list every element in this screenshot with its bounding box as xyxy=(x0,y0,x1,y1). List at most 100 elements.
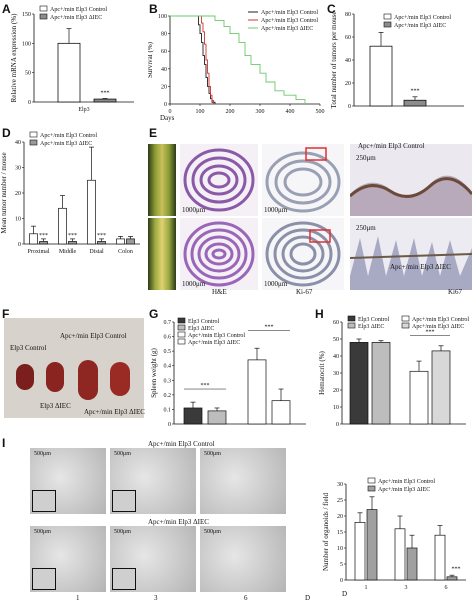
h-y-tick-label: 0 xyxy=(336,422,339,428)
i-y-tick-label: 20 xyxy=(337,514,343,520)
b-x-tick-label: 400 xyxy=(286,109,295,115)
spleen-4 xyxy=(110,362,130,396)
a-y-axis-label: Relative mRNA expression (%) xyxy=(10,13,18,103)
b-series-line xyxy=(170,15,214,104)
d-x-tick-label: Distal xyxy=(89,249,104,255)
a-y-tick-label: 150 xyxy=(22,12,31,18)
panel-i-bottom-title: Apc+/min Elp3 ΔIEC xyxy=(148,518,209,526)
d-annotation: *** xyxy=(39,233,48,239)
d-bar xyxy=(87,179,96,245)
a-annotation: *** xyxy=(101,90,110,96)
c-y-tick-label: 0 xyxy=(348,104,351,110)
organoid-image: 500μm xyxy=(30,448,106,514)
i-bar xyxy=(354,522,366,581)
organoid-image: 500μm xyxy=(200,526,286,592)
a-y-tick-label: 0 xyxy=(28,100,31,106)
g-annotation: *** xyxy=(201,383,210,389)
scale-bar-500: 500μm xyxy=(204,451,221,457)
panel-letter-g: G xyxy=(149,307,159,321)
spleen-1 xyxy=(16,364,34,390)
chart-b: 0 20 40 60 80 100 Survival (%) 0 100 200 300 400 500… xyxy=(148,10,325,122)
panel-letter-c: C xyxy=(327,2,336,16)
b-y-axis-label: Survival (%) xyxy=(148,41,154,78)
chart-d: 0 10 20 30 40 Mean tumor number / mouse Proxim… xyxy=(0,131,140,255)
c-bar xyxy=(403,99,427,107)
organoid-inset xyxy=(112,568,136,590)
organoid-image: 500μm xyxy=(30,526,106,592)
i-annotation: *** xyxy=(452,566,461,572)
intestine-photo-bottom xyxy=(148,218,176,290)
i-y-tick-label: 10 xyxy=(337,546,343,552)
he-image-top xyxy=(180,144,258,216)
i-bar xyxy=(406,547,418,581)
day-label-1: 1 xyxy=(76,594,80,602)
legend-swatch xyxy=(367,477,376,484)
d-y-tick-label: 30 xyxy=(15,166,21,172)
a-y-tick-label: 50 xyxy=(25,71,31,77)
d-y-tick-label: 10 xyxy=(15,217,21,223)
d-bar xyxy=(39,241,48,245)
g-bar xyxy=(207,410,227,425)
scale-1000-top-ki: 1000μm xyxy=(264,206,288,214)
g-annotation: *** xyxy=(265,325,274,331)
d-bar xyxy=(58,207,67,245)
legend-swatch xyxy=(29,139,38,146)
b-x-tick-label: 0 xyxy=(169,109,172,115)
scale-bar-500: 500μm xyxy=(114,451,131,457)
g-y-tick-label: 0.2 xyxy=(164,393,172,399)
scale-250-bottom: 250μm xyxy=(356,224,376,232)
panel-e-images: 1000μm 1000μm 1000μm 1000μm 250μm 250μm … xyxy=(148,138,472,296)
he-image-bottom xyxy=(180,218,258,290)
h-y-tick-label: 10 xyxy=(333,405,339,411)
d-annotation: *** xyxy=(68,233,77,239)
b-legend-label: Apc+/min Elp3 Control xyxy=(261,18,318,24)
legend-swatch xyxy=(401,315,410,322)
h-legend-label: Apc+/min Elp3 ΔIEC xyxy=(412,324,464,330)
he-label: H&E xyxy=(212,288,227,296)
d-x-tick-label: Colon xyxy=(118,249,133,255)
a-legend-label: Apc+/min Elp3 Control xyxy=(50,7,107,13)
b-y-tick-label: 20 xyxy=(161,84,167,90)
scale-1000-bottom-he: 1000μm xyxy=(182,280,206,288)
i-y-tick-label: 5 xyxy=(340,562,343,568)
d-x-tick-label: Proximal xyxy=(28,249,50,255)
h-bar xyxy=(349,342,369,425)
g-bar xyxy=(247,359,267,425)
i-y-tick-label: 15 xyxy=(337,530,343,536)
chart-h: 0 10 20 30 40 50 60 Hematocrit (%) *** Elp3 Contr… xyxy=(318,315,469,428)
scale-1000-bottom-ki: 1000μm xyxy=(264,280,288,288)
g-legend-label: Apc+/min Elp3 Control xyxy=(188,333,245,339)
b-x-tick-label: 300 xyxy=(256,109,265,115)
g-y-tick-label: 0.6 xyxy=(164,335,172,341)
b-y-tick-label: 0 xyxy=(164,102,167,108)
i-x-tick-label: 3 xyxy=(405,585,408,591)
h-bar xyxy=(409,370,429,425)
panel-f: Elp3 Control Apc+/min Elp3 Control Elp3 … xyxy=(4,318,145,418)
scale-1000-top-he: 1000μm xyxy=(182,206,206,214)
b-y-tick-label: 60 xyxy=(161,49,167,55)
organoid-inset xyxy=(112,490,136,512)
a-legend-label: Apc+/min Elp3 ΔIEC xyxy=(50,15,102,21)
ki67-label: Ki-67 xyxy=(296,288,313,296)
chart-a: 0 50 100 150 Relative mRNA expression (%) ***… xyxy=(10,5,134,113)
d-y-axis-label: Mean tumor number / mouse xyxy=(0,152,8,233)
i-bar xyxy=(434,534,446,581)
b-legend-label: Apc+/min Elp3 ΔIEC xyxy=(261,26,313,32)
g-y-tick-label: 0.4 xyxy=(164,364,172,370)
i-bar xyxy=(394,528,406,581)
organoid-image: 500μm xyxy=(110,526,196,592)
i-bar xyxy=(446,576,458,581)
scale-bar-500: 500μm xyxy=(34,529,51,535)
label-f-apc-control: Apc+/min Elp3 Control xyxy=(60,332,127,340)
legend-swatch xyxy=(383,13,392,20)
ki67-image-top xyxy=(262,144,344,216)
c-y-tick-label: 60 xyxy=(345,35,351,41)
organoid-inset xyxy=(32,568,56,590)
h-y-tick-label: 20 xyxy=(333,388,339,394)
scale-bar-500: 500μm xyxy=(204,529,221,535)
b-series-line xyxy=(170,15,306,104)
c-y-tick-label: 20 xyxy=(345,81,351,87)
legend-swatch xyxy=(177,331,186,338)
g-legend-label: Apc+/min Elp3 ΔIEC xyxy=(188,340,240,346)
h-legend-label: Elp3 ΔIEC xyxy=(358,324,384,330)
